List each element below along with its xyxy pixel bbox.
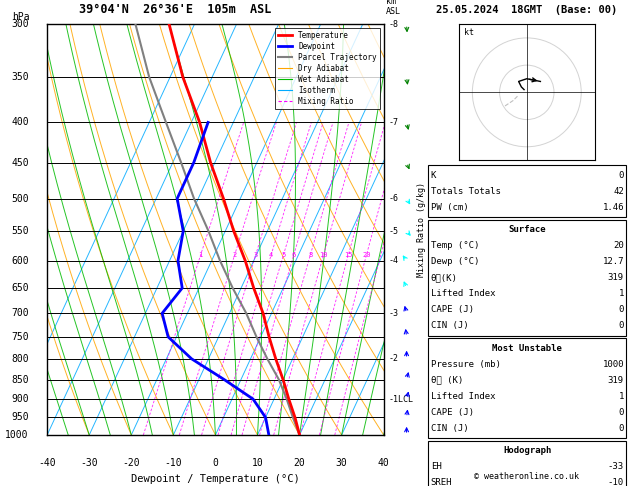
Text: 300: 300	[11, 19, 29, 29]
Text: -20: -20	[123, 457, 140, 468]
Text: 450: 450	[11, 157, 29, 168]
Text: -5: -5	[388, 226, 398, 236]
Text: -10: -10	[608, 478, 624, 486]
Text: 750: 750	[11, 332, 29, 342]
Text: Dewp (°C): Dewp (°C)	[431, 257, 479, 266]
Text: 4: 4	[269, 252, 273, 258]
Text: 1: 1	[199, 252, 203, 258]
Text: PW (cm): PW (cm)	[431, 203, 469, 212]
Text: K: K	[431, 171, 437, 180]
Text: kt: kt	[464, 28, 474, 37]
Text: 400: 400	[11, 118, 29, 127]
Text: 1000: 1000	[603, 360, 624, 369]
Text: -6: -6	[388, 194, 398, 203]
Legend: Temperature, Dewpoint, Parcel Trajectory, Dry Adiabat, Wet Adiabat, Isotherm, Mi: Temperature, Dewpoint, Parcel Trajectory…	[276, 28, 380, 109]
Text: 0: 0	[618, 408, 624, 417]
Text: -2: -2	[388, 354, 398, 364]
Text: Lifted Index: Lifted Index	[431, 289, 496, 298]
Text: Hodograph: Hodograph	[503, 446, 552, 455]
Text: 319: 319	[608, 376, 624, 385]
Text: 30: 30	[336, 457, 347, 468]
Text: © weatheronline.co.uk: © weatheronline.co.uk	[474, 472, 579, 481]
Text: CIN (J): CIN (J)	[431, 321, 469, 330]
Text: Temp (°C): Temp (°C)	[431, 241, 479, 250]
Text: θᴄ(K): θᴄ(K)	[431, 273, 458, 282]
Text: 0: 0	[213, 457, 218, 468]
Text: -7: -7	[388, 118, 398, 127]
Text: 500: 500	[11, 193, 29, 204]
Text: CAPE (J): CAPE (J)	[431, 408, 474, 417]
Text: Lifted Index: Lifted Index	[431, 392, 496, 401]
Text: 0: 0	[618, 171, 624, 180]
Text: 1: 1	[618, 289, 624, 298]
Text: EH: EH	[431, 462, 442, 471]
Text: -1LCL: -1LCL	[388, 395, 413, 403]
Text: 950: 950	[11, 413, 29, 422]
Text: Mixing Ratio (g/kg): Mixing Ratio (g/kg)	[416, 182, 426, 277]
Text: 42: 42	[613, 187, 624, 196]
Text: 39°04'N  26°36'E  105m  ASL: 39°04'N 26°36'E 105m ASL	[79, 3, 271, 16]
Text: 2: 2	[233, 252, 237, 258]
Text: Dewpoint / Temperature (°C): Dewpoint / Temperature (°C)	[131, 474, 300, 484]
Text: -4: -4	[388, 256, 398, 265]
Text: 20: 20	[294, 457, 306, 468]
Text: -3: -3	[388, 309, 398, 318]
Text: 0: 0	[618, 321, 624, 330]
Text: 0: 0	[618, 424, 624, 433]
Text: 12.7: 12.7	[603, 257, 624, 266]
Text: 6: 6	[292, 252, 296, 258]
Text: -10: -10	[165, 457, 182, 468]
Text: 20: 20	[613, 241, 624, 250]
Text: 319: 319	[608, 273, 624, 282]
Text: 5: 5	[281, 252, 286, 258]
Text: θᴄ (K): θᴄ (K)	[431, 376, 463, 385]
Text: Totals Totals: Totals Totals	[431, 187, 501, 196]
Text: 0: 0	[618, 305, 624, 314]
Text: 8: 8	[308, 252, 313, 258]
Text: 1000: 1000	[5, 430, 29, 440]
Text: SREH: SREH	[431, 478, 452, 486]
Text: 650: 650	[11, 283, 29, 293]
Text: 600: 600	[11, 256, 29, 266]
Text: 850: 850	[11, 375, 29, 384]
Text: 350: 350	[11, 72, 29, 82]
Text: CAPE (J): CAPE (J)	[431, 305, 474, 314]
Text: CIN (J): CIN (J)	[431, 424, 469, 433]
Text: 3: 3	[253, 252, 258, 258]
Text: 20: 20	[362, 252, 370, 258]
Text: 15: 15	[344, 252, 353, 258]
Text: 10: 10	[320, 252, 328, 258]
Text: -8: -8	[388, 20, 398, 29]
Text: 10: 10	[252, 457, 264, 468]
Text: -40: -40	[38, 457, 56, 468]
Text: 550: 550	[11, 226, 29, 236]
Text: Most Unstable: Most Unstable	[493, 344, 562, 353]
Text: 700: 700	[11, 308, 29, 318]
Text: 900: 900	[11, 394, 29, 404]
Text: 1: 1	[618, 392, 624, 401]
Text: 800: 800	[11, 354, 29, 364]
Text: Pressure (mb): Pressure (mb)	[431, 360, 501, 369]
Text: km
ASL: km ASL	[386, 0, 401, 16]
Text: -30: -30	[81, 457, 98, 468]
Text: 1.46: 1.46	[603, 203, 624, 212]
Text: 25.05.2024  18GMT  (Base: 00): 25.05.2024 18GMT (Base: 00)	[436, 4, 618, 15]
Text: Surface: Surface	[509, 225, 546, 234]
Text: 40: 40	[378, 457, 389, 468]
Text: hPa: hPa	[13, 12, 30, 22]
Text: -33: -33	[608, 462, 624, 471]
